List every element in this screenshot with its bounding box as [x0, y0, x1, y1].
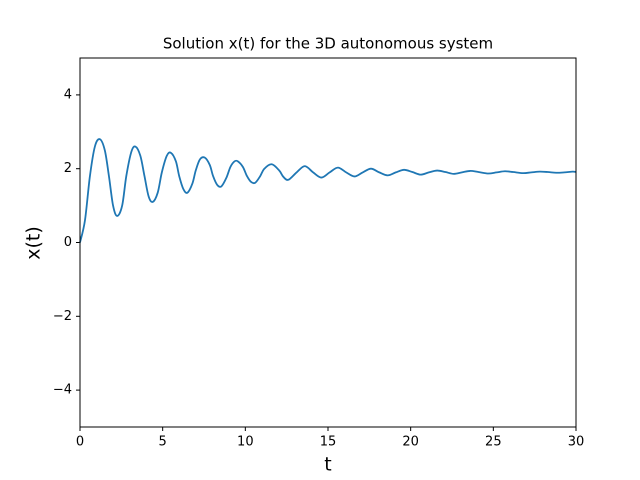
x-tick-label: 10 [237, 435, 254, 450]
x-tick-label: 5 [159, 435, 167, 450]
x-tick-label: 15 [320, 435, 337, 450]
y-tick-label: −2 [53, 309, 72, 324]
y-tick-label: 0 [64, 235, 72, 250]
x-tick-label: 0 [76, 435, 84, 450]
x-tick-label: 30 [568, 435, 585, 450]
x-tick-label: 20 [402, 435, 419, 450]
x-tick-label: 25 [485, 435, 502, 450]
x-axis-label: t [324, 454, 331, 476]
y-tick-label: −4 [53, 383, 72, 398]
plot-frame [79, 57, 577, 428]
chart-title: Solution x(t) for the 3D autonomous syst… [163, 35, 493, 53]
data-line [79, 138, 577, 243]
y-tick-label: 2 [64, 161, 72, 176]
y-axis-label: x(t) [23, 226, 45, 260]
y-tick-label: 4 [64, 87, 72, 102]
